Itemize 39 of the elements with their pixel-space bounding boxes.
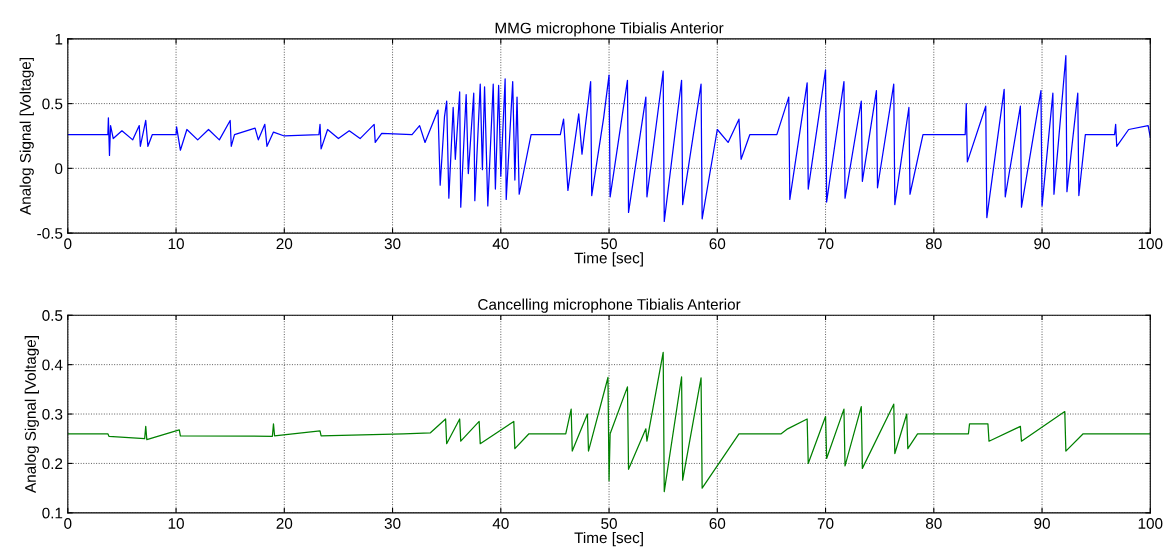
line-series	[67, 55, 1151, 223]
y-tick-label: 0.4	[42, 359, 63, 371]
x-tick-label: 50	[601, 518, 617, 529]
y-tick-label: 0.5	[42, 98, 63, 110]
y-tick-label: 0.1	[42, 507, 63, 519]
y-tick-label: 0.5	[42, 310, 63, 321]
x-tick-label: 10	[168, 238, 184, 250]
x-tick-label: 30	[384, 238, 401, 250]
x-tick-label: 20	[276, 518, 293, 529]
x-axis-title: Time [sec]	[574, 531, 643, 547]
y-tick-label: 0.2	[42, 458, 63, 470]
x-tick-label: 80	[925, 518, 942, 529]
x-tick-label: 80	[925, 238, 942, 250]
chart-title: MMG microphone Tibialis Anterior	[495, 22, 724, 37]
x-tick-label: 60	[709, 238, 726, 250]
x-tick-label: 100	[1138, 238, 1163, 250]
y-tick-label: 1	[55, 33, 63, 45]
chart-title: Cancelling microphone Tibialis Anterior	[478, 298, 741, 313]
x-tick-label: 40	[492, 518, 509, 529]
line-series	[67, 351, 1151, 493]
y-tick-label: 0	[55, 163, 63, 175]
x-tick-label: 70	[817, 518, 834, 529]
y-axis-title: Analog Signal [Voltage]	[24, 336, 39, 493]
x-tick-label: 60	[709, 518, 726, 529]
x-tick-label: 10	[168, 518, 184, 529]
y-axis-title: Analog Signal [Voltage]	[19, 58, 34, 215]
y-tick-label: -0.5	[37, 227, 63, 239]
x-tick-label: 30	[384, 518, 401, 529]
x-axis-title: Time [sec]	[574, 252, 643, 267]
x-tick-label: 50	[601, 238, 617, 250]
x-tick-label: 0	[64, 518, 72, 529]
x-tick-label: 0	[64, 238, 72, 250]
x-tick-label: 40	[492, 238, 509, 250]
x-tick-label: 70	[817, 238, 834, 250]
x-tick-label: 90	[1034, 238, 1050, 250]
y-tick-label: 0.3	[42, 408, 63, 420]
x-tick-label: 20	[276, 238, 293, 250]
x-tick-label: 90	[1034, 518, 1050, 529]
x-tick-label: 100	[1138, 518, 1163, 529]
